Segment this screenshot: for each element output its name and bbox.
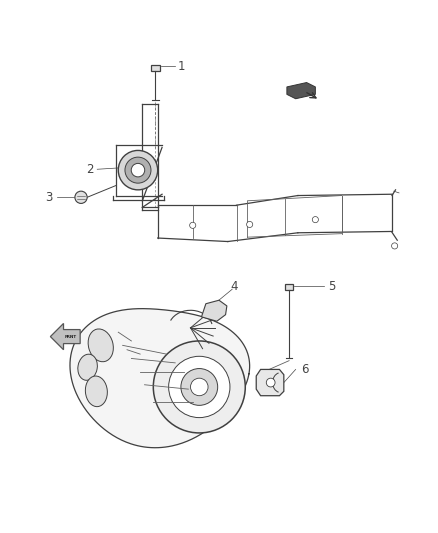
Ellipse shape [78,354,97,380]
Ellipse shape [85,376,107,407]
Text: 5: 5 [328,280,336,293]
Circle shape [190,222,196,229]
Text: 3: 3 [46,191,53,204]
Circle shape [118,150,158,190]
Bar [285,284,293,290]
Circle shape [75,191,87,204]
Circle shape [392,243,398,249]
Circle shape [153,341,245,433]
Ellipse shape [88,329,113,362]
Text: 2: 2 [86,163,94,176]
Circle shape [181,368,218,405]
Circle shape [247,221,253,228]
Bar [151,65,160,71]
Text: 6: 6 [300,363,308,376]
Text: 1: 1 [178,60,186,73]
Text: 4: 4 [230,280,238,293]
Circle shape [312,216,318,223]
Circle shape [191,378,208,395]
Polygon shape [70,309,250,448]
Circle shape [131,164,145,177]
Polygon shape [50,324,80,350]
Text: FRNT: FRNT [65,335,77,338]
Circle shape [266,378,275,387]
Circle shape [125,157,151,183]
Circle shape [169,356,230,418]
Polygon shape [287,83,315,99]
Polygon shape [201,300,227,321]
Polygon shape [256,369,284,395]
